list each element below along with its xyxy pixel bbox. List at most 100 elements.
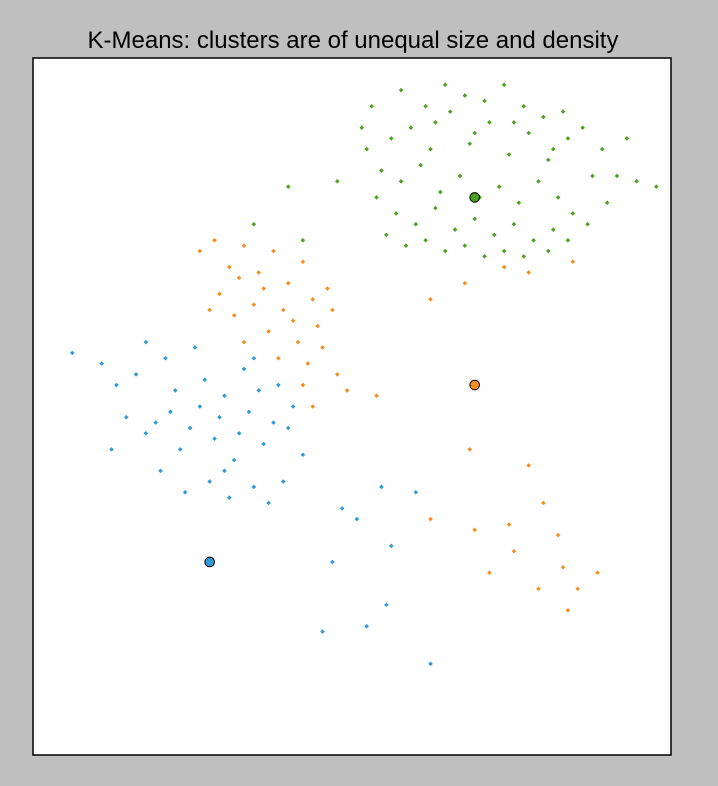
point-cluster-2-69 bbox=[590, 173, 595, 179]
point-cluster-1-17 bbox=[320, 345, 325, 350]
point-cluster-0-5 bbox=[109, 447, 114, 452]
point-cluster-1-20 bbox=[310, 404, 316, 409]
point-cluster-1-42 bbox=[555, 532, 561, 538]
point-cluster-1-40 bbox=[506, 522, 512, 527]
point-cluster-1-5 bbox=[271, 248, 276, 254]
point-cluster-0-46 bbox=[320, 629, 325, 634]
point-cluster-0-45 bbox=[413, 489, 419, 495]
point-cluster-2-0 bbox=[388, 136, 394, 141]
point-cluster-2-18 bbox=[536, 179, 541, 184]
point-cluster-0-25 bbox=[177, 447, 183, 452]
point-cluster-1-13 bbox=[266, 329, 271, 334]
point-cluster-0-37 bbox=[251, 355, 257, 361]
point-cluster-0-14 bbox=[231, 457, 237, 463]
point-cluster-0-16 bbox=[251, 484, 257, 490]
point-cluster-0-2 bbox=[114, 382, 119, 388]
point-cluster-2-24 bbox=[472, 216, 477, 222]
point-cluster-2-32 bbox=[462, 93, 468, 98]
point-cluster-1-18 bbox=[334, 372, 340, 377]
point-cluster-2-55 bbox=[624, 136, 630, 141]
point-cluster-1-44 bbox=[575, 586, 581, 592]
point-cluster-2-28 bbox=[550, 227, 556, 232]
point-cluster-0-48 bbox=[428, 661, 433, 667]
point-cluster-2-12 bbox=[418, 162, 424, 168]
point-cluster-0-24 bbox=[300, 452, 306, 458]
point-cluster-2-42 bbox=[384, 232, 389, 238]
point-cluster-1-38 bbox=[428, 516, 433, 522]
point-cluster-1-37 bbox=[526, 463, 531, 468]
point-cluster-0-43 bbox=[354, 516, 360, 522]
point-cluster-2-51 bbox=[565, 237, 571, 243]
point-cluster-1-49 bbox=[565, 607, 571, 613]
point-cluster-1-39 bbox=[472, 527, 477, 533]
point-cluster-0-36 bbox=[168, 409, 173, 415]
point-cluster-2-37 bbox=[560, 109, 566, 114]
point-cluster-2-36 bbox=[541, 114, 546, 120]
point-cluster-2-22 bbox=[433, 205, 438, 211]
point-cluster-1-3 bbox=[241, 243, 247, 248]
point-cluster-0-20 bbox=[207, 479, 212, 484]
point-cluster-2-20 bbox=[393, 211, 399, 216]
point-cluster-2-38 bbox=[580, 125, 585, 130]
point-cluster-1-8 bbox=[310, 296, 316, 302]
point-cluster-0-7 bbox=[163, 355, 168, 361]
centroids-layer bbox=[204, 192, 480, 568]
point-cluster-1-45 bbox=[595, 570, 600, 576]
point-cluster-2-52 bbox=[585, 221, 590, 227]
point-cluster-2-53 bbox=[604, 200, 610, 206]
point-cluster-0-27 bbox=[236, 431, 242, 436]
point-cluster-1-33 bbox=[501, 264, 507, 270]
point-cluster-1-1 bbox=[212, 237, 217, 243]
plot-area bbox=[32, 57, 672, 756]
point-cluster-2-68 bbox=[550, 146, 556, 152]
point-cluster-1-9 bbox=[325, 286, 330, 291]
point-cluster-2-57 bbox=[653, 184, 659, 189]
point-cluster-1-47 bbox=[487, 570, 492, 576]
point-cluster-0-21 bbox=[197, 404, 203, 409]
point-cluster-1-25 bbox=[236, 275, 242, 281]
point-cluster-2-43 bbox=[403, 243, 409, 248]
point-cluster-2-64 bbox=[398, 87, 404, 93]
point-cluster-2-23 bbox=[452, 227, 458, 232]
point-cluster-2-13 bbox=[438, 189, 443, 195]
point-cluster-1-34 bbox=[526, 270, 531, 275]
point-cluster-0-39 bbox=[276, 382, 281, 388]
point-cluster-1-46 bbox=[511, 548, 517, 554]
point-cluster-0-12 bbox=[212, 436, 217, 441]
point-cluster-1-24 bbox=[207, 307, 212, 313]
point-cluster-1-12 bbox=[251, 302, 257, 307]
point-cluster-0-1 bbox=[99, 361, 105, 366]
point-cluster-2-56 bbox=[634, 179, 639, 184]
point-cluster-0-17 bbox=[261, 441, 266, 447]
centroid-0 bbox=[204, 556, 215, 568]
point-cluster-0-44 bbox=[388, 543, 394, 549]
points-layer bbox=[69, 82, 659, 667]
point-cluster-2-25 bbox=[492, 232, 497, 238]
point-cluster-0-10 bbox=[187, 425, 193, 431]
point-cluster-1-35 bbox=[570, 259, 576, 265]
point-cluster-2-21 bbox=[413, 221, 419, 227]
point-cluster-1-16 bbox=[305, 361, 311, 366]
point-cluster-0-0 bbox=[69, 350, 75, 356]
point-cluster-2-61 bbox=[334, 179, 340, 184]
point-cluster-0-3 bbox=[143, 339, 149, 345]
point-cluster-1-6 bbox=[285, 280, 291, 286]
point-cluster-1-36 bbox=[467, 447, 473, 452]
point-cluster-2-34 bbox=[501, 82, 507, 88]
point-cluster-2-7 bbox=[526, 130, 531, 136]
point-cluster-0-15 bbox=[246, 409, 252, 415]
point-cluster-0-26 bbox=[217, 414, 222, 420]
point-cluster-2-50 bbox=[546, 248, 551, 254]
point-cluster-2-58 bbox=[285, 184, 291, 189]
point-cluster-0-8 bbox=[173, 388, 178, 393]
point-cluster-0-18 bbox=[280, 479, 286, 484]
point-cluster-2-59 bbox=[251, 221, 257, 227]
point-cluster-2-11 bbox=[398, 179, 404, 184]
point-cluster-1-21 bbox=[300, 382, 306, 388]
point-cluster-2-39 bbox=[599, 146, 605, 152]
point-cluster-2-30 bbox=[423, 103, 428, 109]
point-cluster-0-49 bbox=[384, 602, 389, 608]
point-cluster-1-29 bbox=[330, 307, 335, 313]
point-cluster-2-27 bbox=[531, 237, 536, 243]
